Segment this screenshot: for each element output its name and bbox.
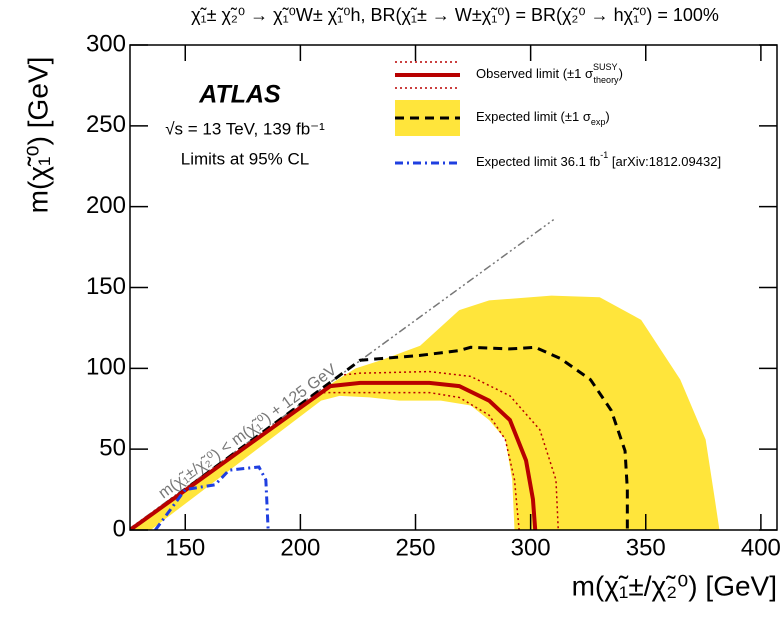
cl-label: Limits at 95% CL (181, 149, 310, 168)
legend-name: Expected limit (±1 σ (476, 109, 591, 124)
x-tick-label: 300 (511, 534, 551, 561)
y-tick-label: 300 (86, 30, 126, 57)
y-tick-label: 200 (86, 192, 126, 219)
energy-label: √s = 13 TeV, 139 fb⁻¹ (165, 119, 325, 138)
x-tick-label: 200 (280, 534, 320, 561)
limit-line (130, 345, 629, 530)
legend-sub: exp (591, 117, 606, 127)
legend-label: Observed limit (±1 σSUSY theory) (476, 62, 623, 85)
y-axis-label: m(χ̃₁⁰) [GeV] (22, 57, 53, 214)
y-tick-label: 0 (113, 515, 126, 542)
kinematic-label: m(χ̃₁±/χ̃₂⁰) < m(χ̃₁⁰) + 125 GeV (156, 361, 341, 502)
y-tick-label: 250 (86, 111, 126, 138)
legend-name: Observed limit (±1 σ (476, 66, 593, 81)
x-axis-label: m(χ̃₁±/χ̃₂⁰) [GeV] (572, 570, 777, 601)
legend-name: Expected limit 36.1 fb (476, 154, 600, 169)
limit-line (154, 465, 270, 530)
x-tick-label: 150 (165, 534, 205, 561)
theory-band-line (323, 391, 520, 530)
chart-title: χ̃₁± χ̃₂⁰ → χ̃₁⁰W± χ̃₁⁰h, BR(χ̃₁± → W±χ̃… (191, 5, 719, 25)
legend-sub: theory (594, 75, 620, 85)
legend-sup: SUSY (593, 62, 618, 72)
legend-label: Expected limit 36.1 fb-1 [arXiv:1812.094… (476, 150, 721, 169)
x-tick-label: 250 (395, 534, 435, 561)
legend-close: [arXiv:1812.09432] (608, 154, 721, 169)
y-tick-label: 100 (86, 354, 126, 381)
legend-label: Expected limit (±1 σexp) (476, 109, 610, 127)
x-tick-label: 400 (741, 534, 781, 561)
y-tick-label: 150 (86, 273, 126, 300)
legend-close: ) (605, 109, 609, 124)
limit-line (130, 380, 538, 530)
legend-close: ) (619, 66, 623, 81)
legend-sup: -1 (600, 150, 608, 160)
x-tick-label: 350 (626, 534, 666, 561)
expected-band (130, 295, 720, 530)
atlas-label: ATLAS (198, 81, 281, 109)
y-tick-label: 50 (99, 435, 126, 462)
